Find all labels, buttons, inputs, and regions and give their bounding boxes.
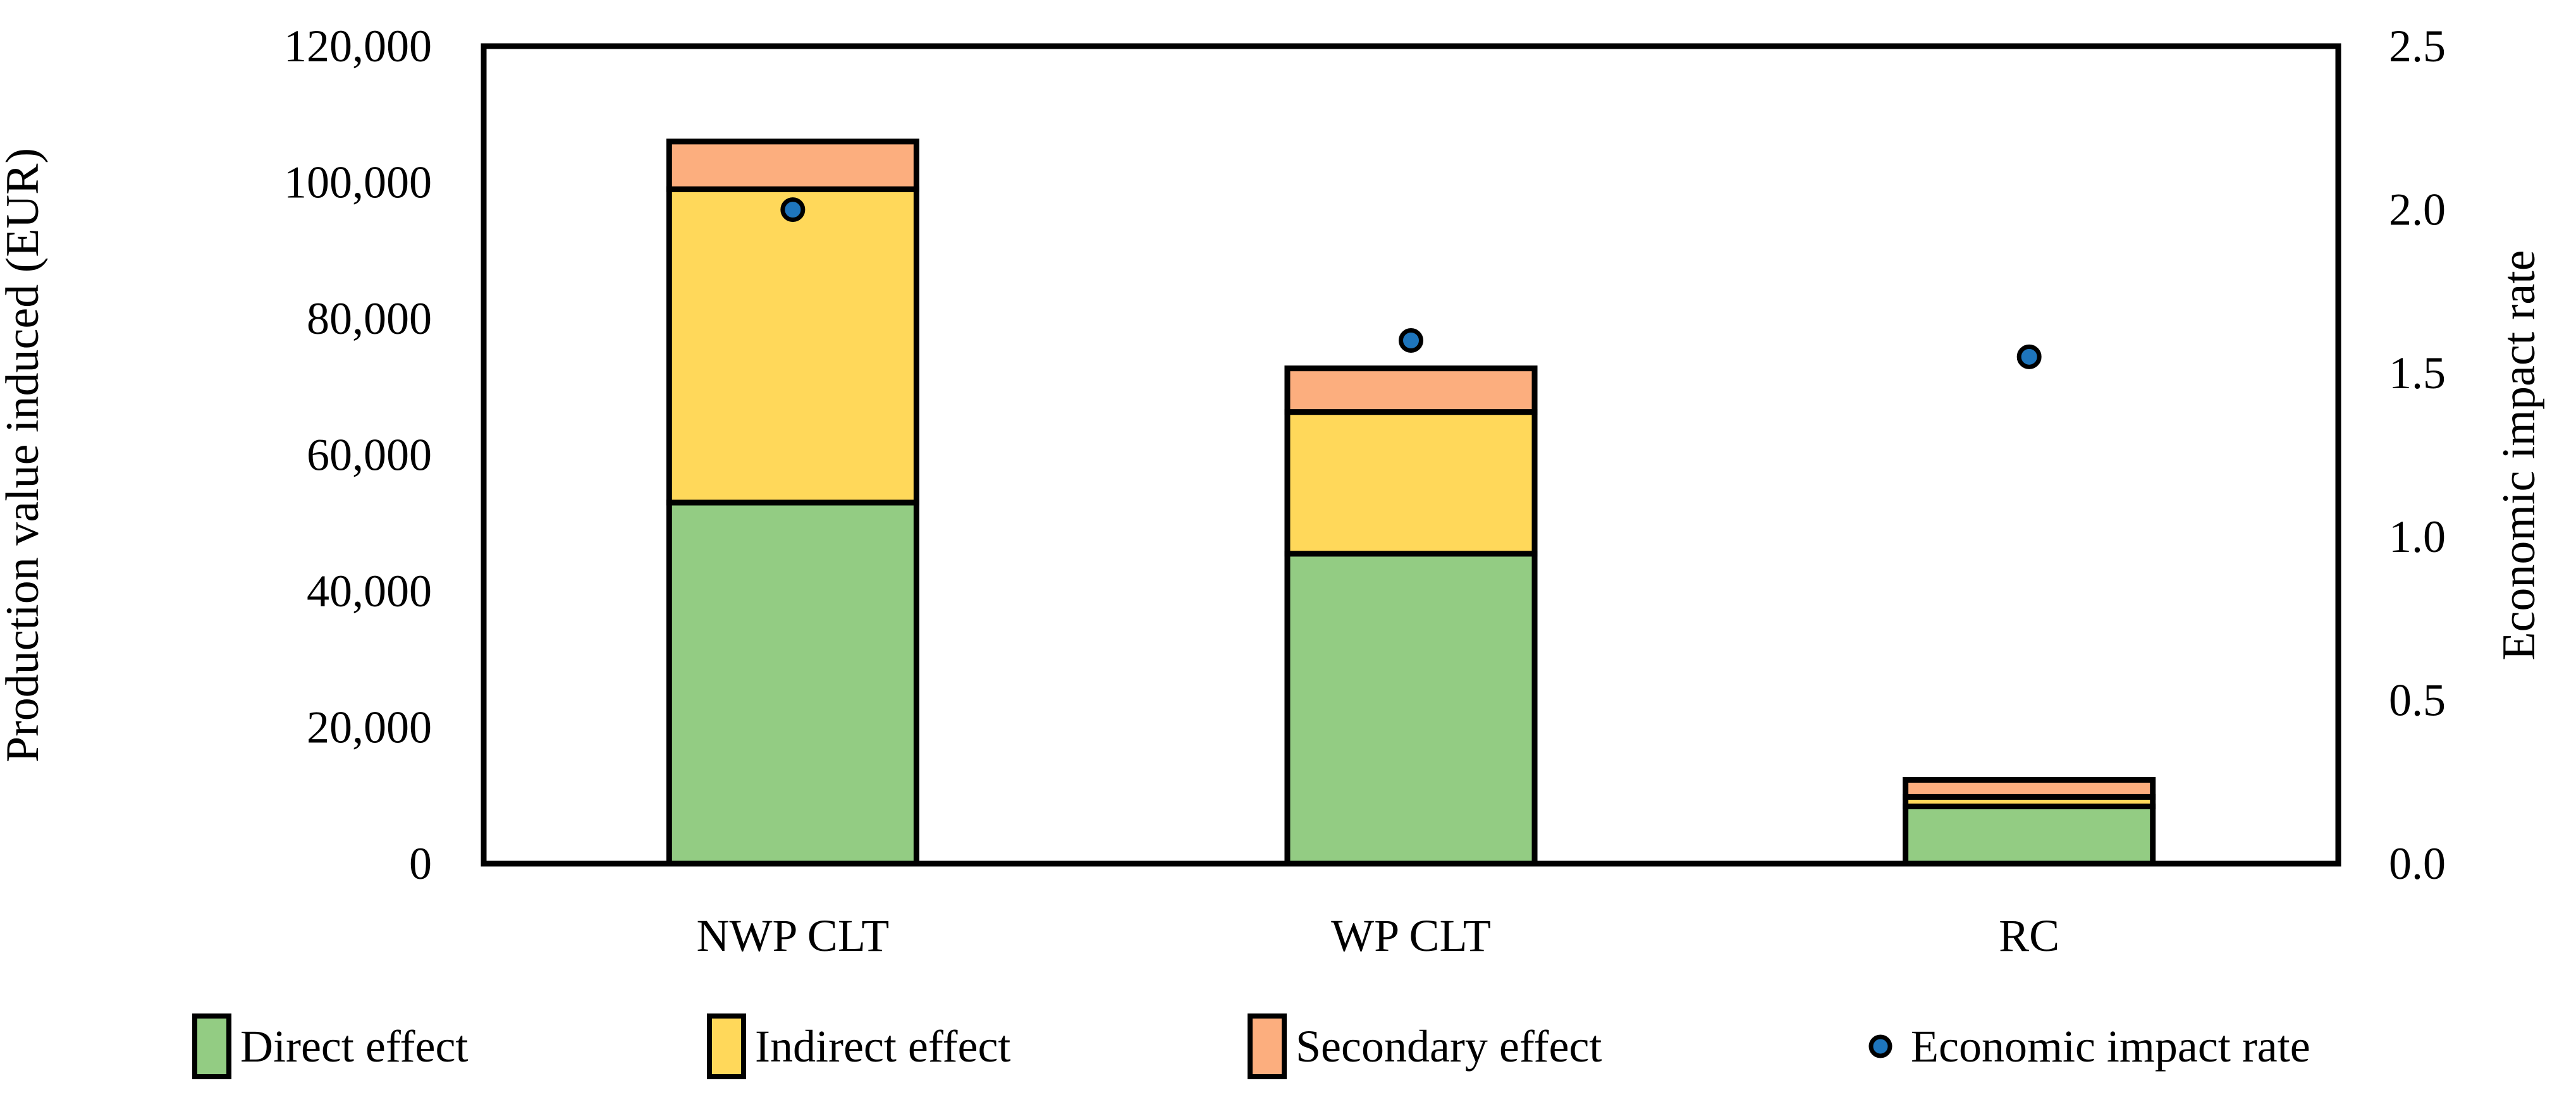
bar-segment-secondary-effect-rc	[1903, 776, 2156, 800]
bar-segment-secondary-effect-nwp-clt	[666, 138, 919, 192]
legend-item-secondary-effect: Secondary effect	[1248, 1013, 1602, 1079]
plot-frame	[481, 43, 2341, 867]
left-axis-tick-label: 60,000	[307, 430, 432, 481]
right-axis-tick-label: 0.5	[2389, 675, 2446, 725]
bar-segment-direct-effect-nwp-clt	[666, 499, 919, 867]
left-axis-tick-label: 40,000	[307, 566, 432, 616]
legend-swatch-secondary-effect	[1248, 1013, 1287, 1079]
legend-swatch-direct-effect	[192, 1013, 231, 1079]
bar-segment-direct-effect-rc	[1903, 803, 2156, 867]
right-axis-tick-label: 1.5	[2389, 348, 2446, 398]
scatter-point-wp-clt	[1399, 328, 1423, 353]
legend-marker-economic-impact-rate	[1868, 1034, 1892, 1058]
bar-segment-secondary-effect-wp-clt	[1284, 365, 1538, 415]
legend-label-indirect-effect: Indirect effect	[755, 1021, 1010, 1072]
category-label-rc: RC	[1999, 910, 2059, 961]
legend-label-economic-impact-rate: Economic impact rate	[1911, 1021, 2310, 1072]
category-label-wp-clt: WP CLT	[1331, 910, 1491, 961]
right-axis-tick-label: 1.0	[2389, 511, 2446, 562]
right-axis-tick-label: 2.0	[2389, 185, 2446, 235]
left-axis-ticks: 0 20,000 40,000 60,000 80,000 100,000 120,000	[284, 21, 432, 889]
right-axis-tick-label: 2.5	[2389, 21, 2446, 71]
legend-item-indirect-effect: Indirect effect	[707, 1013, 1010, 1079]
right-axis-tick-label: 0.0	[2389, 838, 2446, 889]
bar-segment-indirect-effect-wp-clt	[1284, 409, 1538, 557]
scatter-point-rc	[2016, 344, 2042, 369]
legend-label-secondary-effect: Secondary effect	[1296, 1021, 1602, 1072]
plot-border	[481, 43, 2341, 867]
left-axis-tick-label: 0	[409, 838, 432, 889]
bar-segment-indirect-effect-nwp-clt	[666, 186, 919, 506]
legend-item-economic-impact-rate: Economic impact rate	[1868, 1021, 2310, 1072]
right-axis-ticks: 0.0 0.5 1.0 1.5 2.0 2.5	[2389, 21, 2446, 889]
legend-label-direct-effect: Direct effect	[240, 1021, 468, 1072]
left-axis-tick-label: 20,000	[307, 702, 432, 753]
left-axis-title: Production value induced (EUR)	[0, 148, 49, 762]
legend-swatch-indirect-effect	[707, 1013, 746, 1079]
left-axis-tick-label: 100,000	[284, 157, 432, 208]
left-axis-tick-label: 120,000	[284, 21, 432, 71]
bar-segment-direct-effect-wp-clt	[1284, 551, 1538, 867]
left-axis-tick-label: 80,000	[307, 293, 432, 344]
legend-item-direct-effect: Direct effect	[192, 1013, 468, 1079]
legend: Direct effect Indirect effect Secondary ef…	[192, 1013, 2310, 1079]
bars-layer	[666, 138, 2156, 867]
category-label-nwp-clt: NWP CLT	[696, 910, 889, 961]
scatter-layer	[780, 197, 2042, 369]
category-labels: NWP CLT WP CLT RC	[696, 910, 2059, 961]
right-axis-title: Economic impact rate	[2493, 250, 2545, 660]
scatter-point-nwp-clt	[780, 197, 806, 223]
